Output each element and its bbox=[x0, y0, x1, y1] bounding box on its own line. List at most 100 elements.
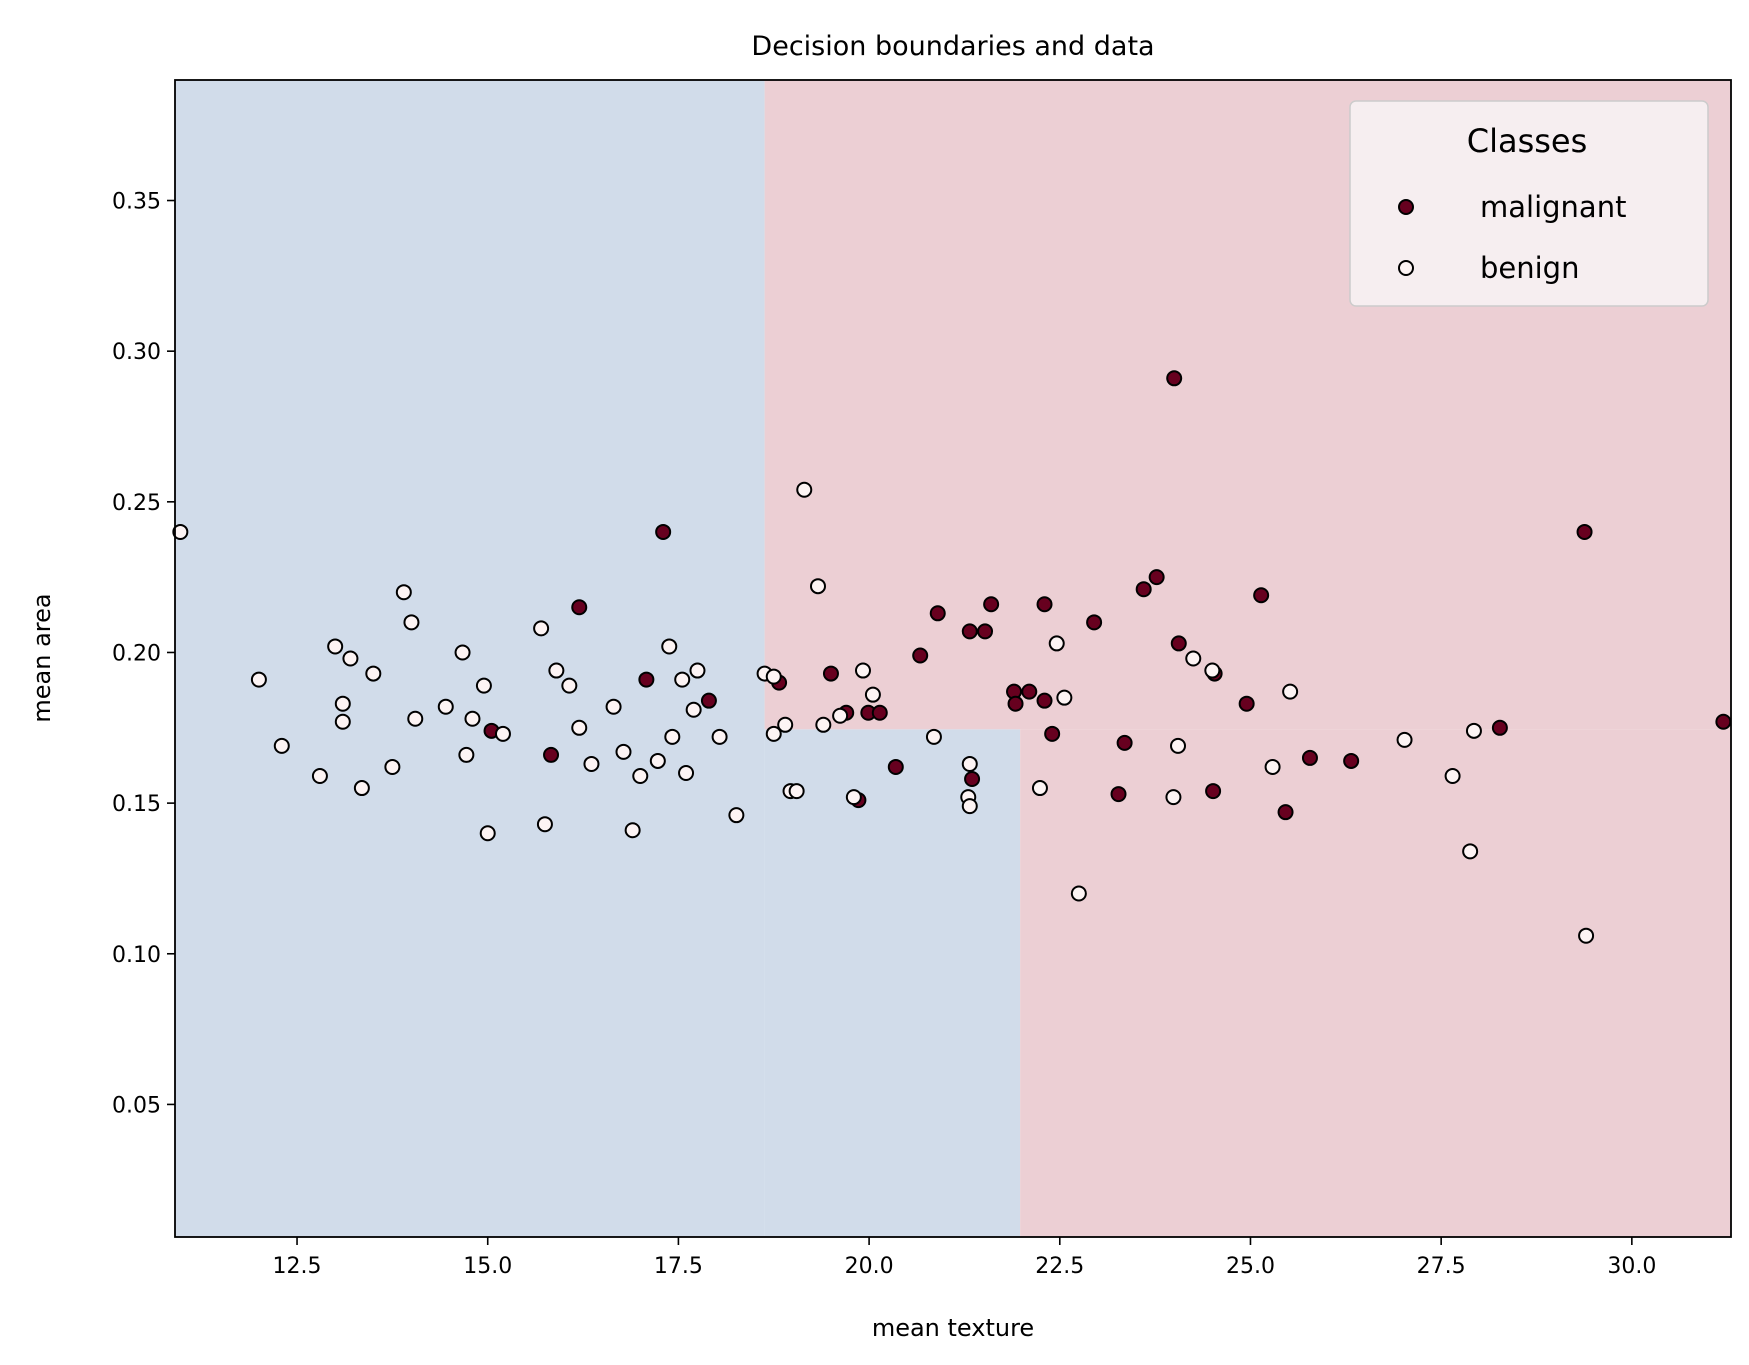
point-malignant bbox=[543, 746, 560, 763]
point-malignant bbox=[1007, 695, 1024, 712]
point-benign bbox=[1031, 780, 1048, 797]
x-tick-label: 20.0 bbox=[845, 1254, 894, 1279]
point-benign bbox=[1444, 768, 1461, 785]
point-benign bbox=[796, 481, 813, 498]
y-tick-label: 0.05 bbox=[112, 1093, 161, 1118]
y-tick-label: 0.35 bbox=[112, 190, 161, 215]
point-benign bbox=[384, 758, 401, 775]
point-benign bbox=[1185, 650, 1202, 667]
point-malignant bbox=[1253, 587, 1270, 604]
point-malignant bbox=[1036, 596, 1053, 613]
point-malignant bbox=[964, 771, 981, 788]
plot-frame bbox=[174, 79, 1732, 1238]
point-benign bbox=[458, 746, 475, 763]
point-benign bbox=[571, 719, 588, 736]
point-malignant bbox=[1301, 749, 1318, 766]
point-malignant bbox=[571, 599, 588, 616]
point-benign bbox=[832, 707, 849, 724]
point-benign bbox=[454, 644, 471, 661]
point-benign bbox=[685, 701, 702, 718]
point-benign bbox=[809, 578, 826, 595]
x-axis-label: mean texture bbox=[872, 1314, 1034, 1342]
point-benign bbox=[1578, 927, 1595, 944]
point-benign bbox=[711, 728, 728, 745]
data-points bbox=[172, 370, 1732, 944]
point-malignant bbox=[1277, 804, 1294, 821]
x-tick-label: 12.5 bbox=[273, 1254, 322, 1279]
x-tick-label: 15.0 bbox=[463, 1254, 512, 1279]
point-benign bbox=[583, 755, 600, 772]
x-tick-label: 27.5 bbox=[1417, 1254, 1466, 1279]
point-malignant bbox=[638, 671, 655, 688]
point-benign bbox=[172, 523, 189, 540]
x-tick-label: 22.5 bbox=[1035, 1254, 1084, 1279]
point-benign bbox=[605, 698, 622, 715]
y-tick-label: 0.25 bbox=[112, 491, 161, 516]
point-benign bbox=[664, 728, 681, 745]
point-benign bbox=[689, 662, 706, 679]
point-malignant bbox=[1044, 725, 1061, 742]
point-malignant bbox=[1021, 683, 1038, 700]
legend-label-malignant: malignant bbox=[1480, 190, 1626, 224]
point-benign bbox=[674, 671, 691, 688]
x-tick-label: 30.0 bbox=[1607, 1254, 1656, 1279]
point-benign bbox=[1264, 758, 1281, 775]
point-benign bbox=[395, 584, 412, 601]
point-malignant bbox=[887, 758, 904, 775]
point-malignant bbox=[655, 523, 672, 540]
point-benign bbox=[533, 620, 550, 637]
point-benign bbox=[845, 789, 862, 806]
point-malignant bbox=[977, 623, 994, 640]
point-malignant bbox=[871, 704, 888, 721]
point-malignant bbox=[1135, 581, 1152, 598]
point-benign bbox=[365, 665, 382, 682]
point-malignant bbox=[1148, 569, 1165, 586]
y-tick-label: 0.10 bbox=[112, 943, 161, 968]
point-benign bbox=[1056, 689, 1073, 706]
legend-marker-malignant bbox=[1398, 199, 1414, 215]
point-benign bbox=[1396, 731, 1413, 748]
point-malignant bbox=[1036, 692, 1053, 709]
point-benign bbox=[437, 698, 454, 715]
x-tick-label: 25.0 bbox=[1226, 1254, 1275, 1279]
point-benign bbox=[403, 614, 420, 631]
y-tick-label: 0.30 bbox=[112, 340, 161, 365]
point-benign bbox=[1170, 737, 1187, 754]
point-benign bbox=[479, 825, 496, 842]
point-malignant bbox=[929, 605, 946, 622]
point-malignant bbox=[822, 665, 839, 682]
point-benign bbox=[1070, 885, 1087, 902]
legend-box bbox=[1349, 100, 1709, 307]
decision-regions bbox=[175, 80, 1731, 1237]
point-malignant bbox=[1343, 752, 1360, 769]
decision-region-malignant bbox=[1020, 729, 1731, 1237]
point-benign bbox=[464, 710, 481, 727]
point-malignant bbox=[700, 692, 717, 709]
point-benign bbox=[788, 783, 805, 800]
point-benign bbox=[342, 650, 359, 667]
point-benign bbox=[765, 668, 782, 685]
point-benign bbox=[475, 677, 492, 694]
y-tick-label: 0.20 bbox=[112, 641, 161, 666]
point-malignant bbox=[1086, 614, 1103, 631]
legend-title: Classes bbox=[1467, 122, 1588, 160]
point-malignant bbox=[1166, 370, 1183, 387]
point-benign bbox=[632, 768, 649, 785]
legend-marker-benign bbox=[1398, 260, 1414, 276]
point-benign bbox=[615, 743, 632, 760]
point-benign bbox=[854, 662, 871, 679]
point-benign bbox=[273, 737, 290, 754]
point-benign bbox=[925, 728, 942, 745]
point-benign bbox=[1465, 722, 1482, 739]
decision-region-benign bbox=[175, 80, 765, 1237]
point-malignant bbox=[1238, 695, 1255, 712]
point-malignant bbox=[1110, 786, 1127, 803]
point-benign bbox=[1165, 789, 1182, 806]
point-benign bbox=[311, 768, 328, 785]
point-malignant bbox=[961, 623, 978, 640]
point-benign bbox=[1462, 843, 1479, 860]
point-benign bbox=[649, 752, 666, 769]
decision-region-benign bbox=[764, 729, 1021, 1237]
point-benign bbox=[561, 677, 578, 694]
point-malignant bbox=[1170, 635, 1187, 652]
